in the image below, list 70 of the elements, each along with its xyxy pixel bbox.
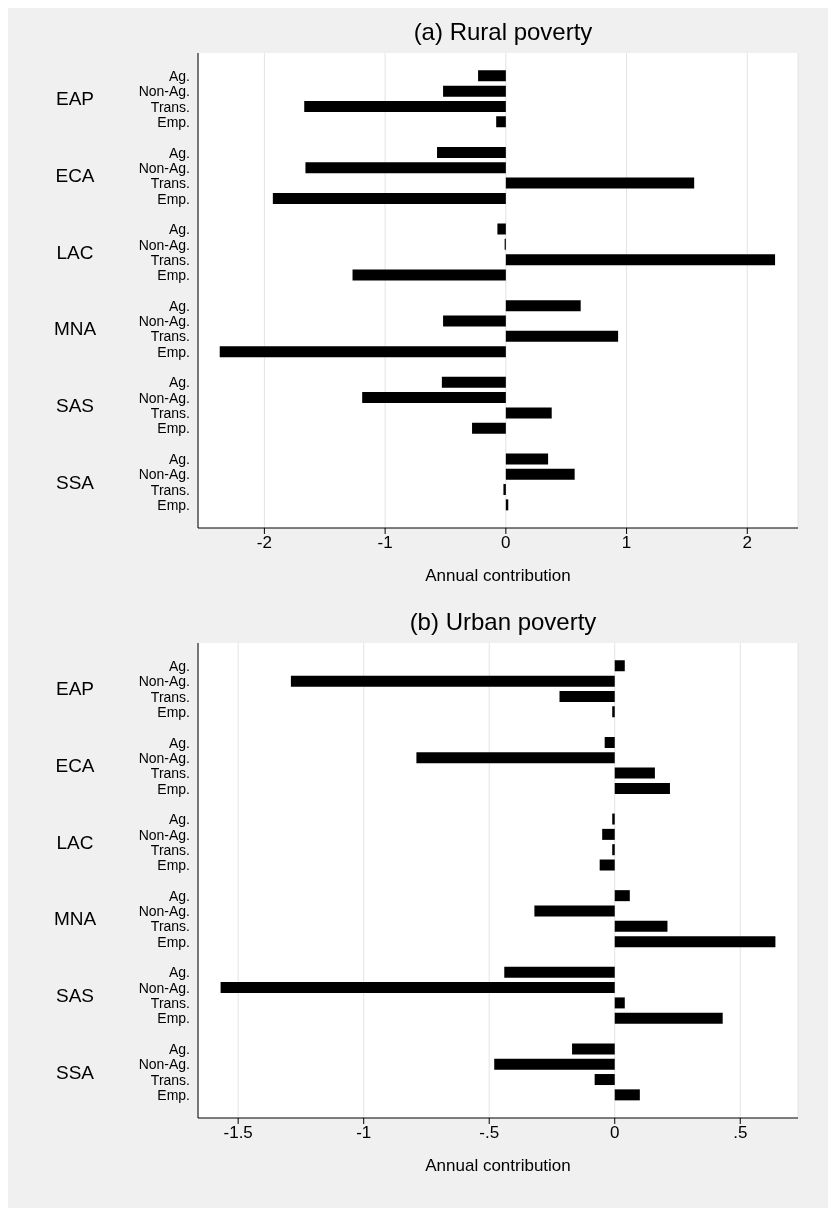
y-tick-label: Non-Ag. — [138, 466, 190, 483]
y-tick-label: Emp. — [157, 420, 190, 437]
x-tick-label: -1 — [356, 1123, 372, 1143]
y-tick-label: Non-Ag. — [138, 673, 190, 690]
y-tick-label: Ag. — [168, 144, 190, 161]
y-tick-label: Non-Ag. — [138, 389, 190, 406]
x-tick-label: -1 — [377, 533, 393, 553]
text: SAS — [55, 394, 95, 416]
y-tick-label: Non-Ag. — [138, 826, 190, 843]
y-tick-label: Emp. — [157, 267, 190, 284]
y-tick-label: Emp. — [157, 857, 190, 874]
text: EAP — [55, 88, 95, 110]
y-tick-label: Emp. — [157, 1010, 190, 1027]
y-tick-label: Trans. — [150, 918, 190, 935]
y-tick-label: Trans. — [150, 688, 190, 705]
x-tick-label: 1 — [621, 533, 632, 553]
y-tick-label: Emp. — [157, 933, 190, 950]
y-tick-label: Non-Ag. — [138, 313, 190, 330]
y-tick-label: Emp. — [157, 780, 190, 797]
y-tick-label: Trans. — [150, 481, 190, 498]
y-tick-label: Emp. — [157, 703, 190, 720]
y-tick-label: Non-Ag. — [138, 979, 190, 996]
x-tick-label: 0 — [501, 533, 511, 553]
y-tick-label: Trans. — [150, 995, 190, 1012]
y-tick-label: Ag. — [168, 734, 190, 751]
y-tick-label: Ag. — [168, 1041, 190, 1058]
text: ECA — [55, 755, 95, 777]
text: LAC — [56, 831, 94, 853]
x-tick-label: -1.5 — [223, 1123, 253, 1143]
y-tick-label: Trans. — [150, 405, 190, 422]
y-tick-label: Non-Ag. — [138, 236, 190, 253]
x-tick-label: .5 — [733, 1123, 748, 1143]
y-tick-label: Ag. — [168, 811, 190, 828]
y-tick-label: Emp. — [157, 497, 190, 514]
text: SSA — [55, 471, 95, 493]
x-tick-label: 0 — [610, 1123, 620, 1143]
x-tick-label: -.5 — [479, 1123, 500, 1143]
y-tick-label: Ag. — [168, 451, 190, 468]
x-tick-label: 2 — [742, 533, 753, 553]
y-tick-label: Ag. — [168, 964, 190, 981]
y-tick-label: Ag. — [168, 887, 190, 904]
y-tick-label: Emp. — [157, 1087, 190, 1104]
chart-title: (b) Urban poverty — [408, 608, 598, 637]
text: LAC — [56, 241, 94, 263]
x-axis-title: Annual contribution — [425, 566, 571, 585]
y-tick-label: Ag. — [168, 297, 190, 314]
text: SSA — [55, 1061, 95, 1083]
y-tick-label: Emp. — [157, 113, 190, 130]
x-axis-title: Annual contribution — [425, 1156, 571, 1175]
y-tick-label: Trans. — [150, 328, 190, 345]
chart-title: (a) Rural poverty — [412, 18, 594, 47]
text: EAP — [55, 678, 95, 700]
y-tick-label: Emp. — [157, 190, 190, 207]
text: MNA — [53, 318, 97, 340]
y-tick-label: Non-Ag. — [138, 903, 190, 920]
y-tick-label: Ag. — [168, 657, 190, 674]
text: MNA — [53, 908, 97, 930]
y-tick-label: Trans. — [150, 765, 190, 782]
x-tick-label: -2 — [256, 533, 272, 553]
y-tick-label: Ag. — [168, 374, 190, 391]
y-tick-label: Ag. — [168, 221, 190, 238]
y-tick-label: Emp. — [157, 343, 190, 360]
y-tick-label: Trans. — [150, 175, 190, 192]
y-tick-label: Ag. — [168, 67, 190, 84]
y-tick-label: Trans. — [150, 98, 190, 115]
text: SAS — [55, 984, 95, 1006]
text: ECA — [55, 165, 95, 187]
y-tick-label: Non-Ag. — [138, 83, 190, 100]
y-tick-label: Trans. — [150, 1071, 190, 1088]
y-tick-label: Non-Ag. — [138, 1056, 190, 1073]
